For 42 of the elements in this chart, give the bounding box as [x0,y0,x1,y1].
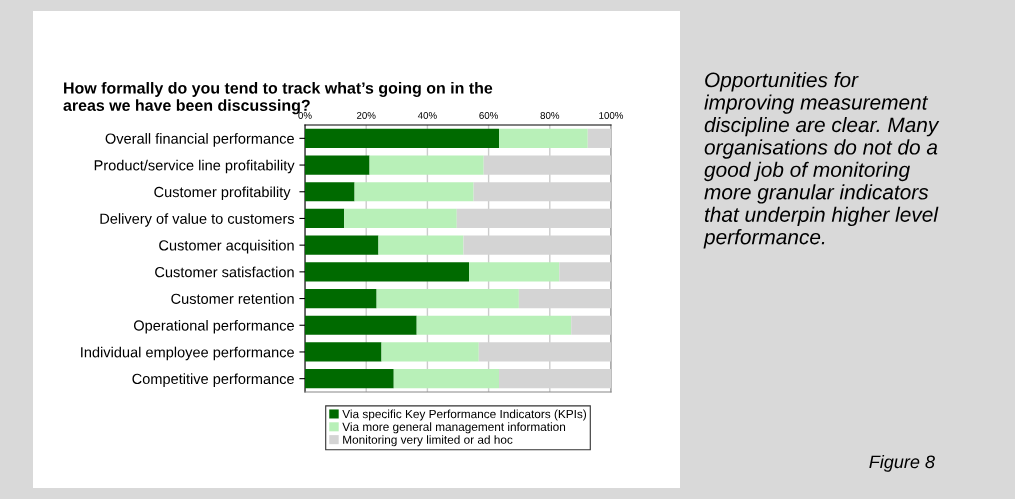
text: Opportunities for improving measurement discipline are clear. Many organisations do not do a good job of monitoring more granular indicators that underpin higher level performance. [703,72,940,249]
legend-label: Via specific Key Performance Indicators (KPIs) [342,409,587,421]
bar [305,235,379,255]
bar [393,369,499,389]
x-tick-label: 100% [599,112,624,119]
x-tick-label: 80% [540,112,560,119]
y-tick-label: Customer retention [171,293,294,304]
y-tick-label: Delivery of value to customers [100,213,295,227]
y-tick-label: Customer satisfaction [155,266,294,278]
bar [376,288,519,309]
bar [354,182,474,202]
caption: Figure 8 [869,455,935,472]
bar [305,155,370,175]
bar [305,342,382,362]
bar [378,235,464,255]
bar [381,342,479,362]
bar [416,315,572,335]
bar [499,128,588,148]
bar [305,369,394,389]
legend-label: Monitoring very limited or ad hoc [343,435,513,447]
y-tick-label: Competitive performance [132,373,294,387]
bar [305,315,417,335]
y-tick-label: Individual employee performance [81,346,294,361]
y-tick-label: Operational performance [133,319,294,334]
legend-label: Via more general management information [342,422,566,434]
y-tick-label: Customer acquisition [159,239,294,254]
y-tick-label: Product/service line profitability [94,159,295,174]
bar [587,128,611,148]
bar [559,262,611,282]
y-tick-label: Customer profitability [154,186,291,201]
bar [344,208,457,229]
bar [369,155,484,175]
bar [305,288,377,309]
bar [305,182,355,202]
bar [469,262,560,282]
x-tick-label: 40% [417,112,437,119]
bar [305,262,470,282]
bar [571,315,611,335]
bar [305,128,499,148]
x-tick-label: 60% [479,112,498,119]
bar [305,208,345,229]
y-tick-label: Overall financial performance [105,133,294,147]
